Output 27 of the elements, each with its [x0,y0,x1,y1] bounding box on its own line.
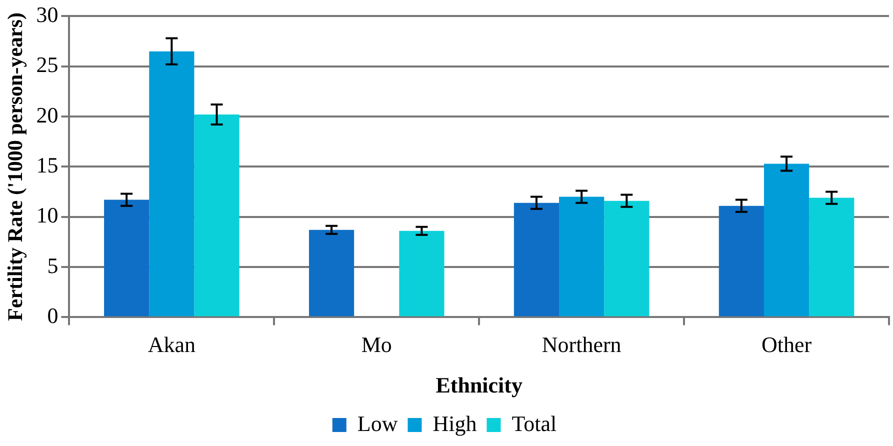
y-tick-label: 30 [36,2,58,27]
bar [308,230,354,316]
x-tick-label: Other [761,332,812,358]
bar [809,198,854,316]
legend-label: Low [357,410,398,436]
x-tick-label: Mo [361,332,392,358]
bar [604,200,650,316]
legend-label: Total [512,410,557,436]
y-tick-label: 5 [47,252,58,278]
bar [764,164,810,316]
bar [194,114,240,316]
bar [514,202,560,316]
bar [718,206,764,316]
bar [559,196,604,316]
x-tick-label: Northern [542,332,622,358]
legend-label: High [432,410,477,436]
y-tick-label: 0 [47,302,58,328]
x-axis-title: Ethnicity [436,372,522,398]
bar [399,230,444,316]
y-tick-label: 25 [36,52,58,78]
y-tick-label: 15 [36,152,58,178]
y-axis-title: Fertility Rate ('1000 person-years) [3,12,28,321]
x-tick-label: Akan [148,332,196,358]
y-tick-label: 20 [36,102,58,128]
y-tick-label: 10 [36,202,58,228]
bar [104,200,150,316]
bar [149,51,194,316]
